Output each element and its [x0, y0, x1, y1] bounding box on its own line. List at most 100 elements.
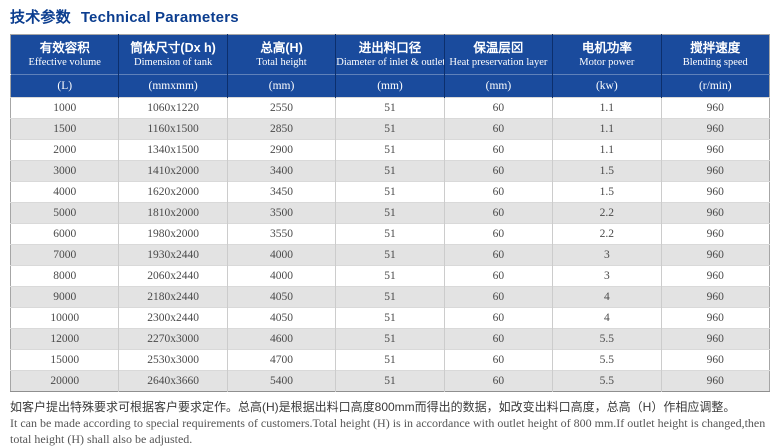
table-cell: 960	[660, 97, 770, 119]
table-cell: 1060x1220	[118, 97, 228, 119]
table-cell: 60	[443, 307, 553, 329]
table-cell: 2900	[226, 139, 336, 161]
table-row: 5000 1810x2000 3500 51 60 2.2 960	[10, 202, 770, 224]
table-cell: 60	[443, 223, 553, 245]
table-cell: 12000	[10, 328, 119, 350]
table-cell: 4000	[10, 181, 119, 203]
table-cell: 20000	[10, 370, 119, 392]
table-row: 9000 2180x2440 4050 51 60 4 960	[10, 286, 770, 308]
table-cell: 4600	[226, 328, 336, 350]
table-cell: 4700	[226, 349, 336, 371]
table-cell: 8000	[10, 265, 119, 287]
table-body: 1000 1060x1220 2550 51 60 1.1 960 1500 1160x1500…	[10, 97, 770, 392]
table-cell: 51	[335, 265, 445, 287]
table-cell: 7000	[10, 244, 119, 266]
table-cell: 5.5	[552, 370, 662, 392]
column-header: 搅拌速度 Blending speed	[660, 34, 770, 75]
table-cell: 2.2	[552, 223, 662, 245]
table-cell: 960	[660, 349, 770, 371]
table-cell: 60	[443, 244, 553, 266]
table-cell: 3400	[226, 160, 336, 182]
table-cell: 60	[443, 286, 553, 308]
table-cell: 51	[335, 328, 445, 350]
table-cell: 51	[335, 97, 445, 119]
table-cell: 60	[443, 118, 553, 140]
table-row: 15000 2530x3000 4700 51 60 5.5 960	[10, 349, 770, 371]
table-cell: 2060x2440	[118, 265, 228, 287]
table-cell: 51	[335, 118, 445, 140]
table-cell: 4000	[226, 244, 336, 266]
table-cell: 960	[660, 370, 770, 392]
table-cell: 960	[660, 139, 770, 161]
table-cell: 960	[660, 244, 770, 266]
column-unit: (mm)	[443, 74, 553, 98]
table-row: 6000 1980x2000 3550 51 60 2.2 960	[10, 223, 770, 245]
table-cell: 1.1	[552, 97, 662, 119]
column-header: 筒体尺寸(Dx h) Dimension of tank	[118, 34, 228, 75]
page-title-zh: 技术参数	[10, 9, 71, 26]
table-cell: 15000	[10, 349, 119, 371]
table-cell: 3550	[226, 223, 336, 245]
table-cell: 2300x2440	[118, 307, 228, 329]
table-cell: 2850	[226, 118, 336, 140]
table-cell: 3500	[226, 202, 336, 224]
table-cell: 1.1	[552, 118, 662, 140]
table-cell: 51	[335, 370, 445, 392]
table-cell: 960	[660, 265, 770, 287]
table-cell: 960	[660, 286, 770, 308]
table-cell: 60	[443, 97, 553, 119]
table-cell: 1.1	[552, 139, 662, 161]
header-name-row: 有效容积 Effective volume 筒体尺寸(Dx h) Dimension …	[10, 34, 770, 75]
footnote-en-line1: It can be made according to special requ…	[10, 416, 766, 430]
column-header: 电机功率 Motor power	[552, 34, 662, 75]
table-cell: 6000	[10, 223, 119, 245]
table-cell: 1410x2000	[118, 160, 228, 182]
table-cell: 2000	[10, 139, 119, 161]
table-cell: 51	[335, 244, 445, 266]
table-cell: 51	[335, 307, 445, 329]
table-cell: 960	[660, 118, 770, 140]
table-cell: 2640x3660	[118, 370, 228, 392]
table-cell: 2550	[226, 97, 336, 119]
table-cell: 960	[660, 160, 770, 182]
table-cell: 3450	[226, 181, 336, 203]
table-cell: 960	[660, 181, 770, 203]
table-cell: 1500	[10, 118, 119, 140]
table-cell: 51	[335, 139, 445, 161]
table-row: 8000 2060x2440 4000 51 60 3 960	[10, 265, 770, 287]
table-cell: 960	[660, 223, 770, 245]
table-cell: 10000	[10, 307, 119, 329]
table-row: 12000 2270x3000 4600 51 60 5.5 960	[10, 328, 770, 350]
table-cell: 2.2	[552, 202, 662, 224]
table-cell: 9000	[10, 286, 119, 308]
table-row: 10000 2300x2440 4050 51 60 4 960	[10, 307, 770, 329]
table-cell: 60	[443, 139, 553, 161]
column-header: 总高(H) Total height	[226, 34, 336, 75]
table-cell: 5000	[10, 202, 119, 224]
table-cell: 2180x2440	[118, 286, 228, 308]
table-cell: 1620x2000	[118, 181, 228, 203]
table-cell: 4	[552, 307, 662, 329]
table-cell: 2270x3000	[118, 328, 228, 350]
table-row: 7000 1930x2440 4000 51 60 3 960	[10, 244, 770, 266]
table-cell: 5.5	[552, 349, 662, 371]
table-cell: 1980x2000	[118, 223, 228, 245]
table-cell: 51	[335, 202, 445, 224]
table-cell: 1810x2000	[118, 202, 228, 224]
table-cell: 1.5	[552, 181, 662, 203]
table-cell: 4050	[226, 286, 336, 308]
column-header: 有效容积 Effective volume	[10, 34, 119, 75]
table-cell: 1000	[10, 97, 119, 119]
table-cell: 1160x1500	[118, 118, 228, 140]
table-cell: 60	[443, 349, 553, 371]
table-cell: 4050	[226, 307, 336, 329]
table-cell: 51	[335, 160, 445, 182]
table-cell: 60	[443, 370, 553, 392]
table-cell: 4	[552, 286, 662, 308]
table-cell: 60	[443, 181, 553, 203]
parameters-table: 有效容积 Effective volume 筒体尺寸(Dx h) Dimension …	[10, 34, 770, 392]
table-row: 4000 1620x2000 3450 51 60 1.5 960	[10, 181, 770, 203]
table-cell: 60	[443, 202, 553, 224]
table-cell: 960	[660, 202, 770, 224]
column-unit: (mm)	[335, 74, 445, 98]
